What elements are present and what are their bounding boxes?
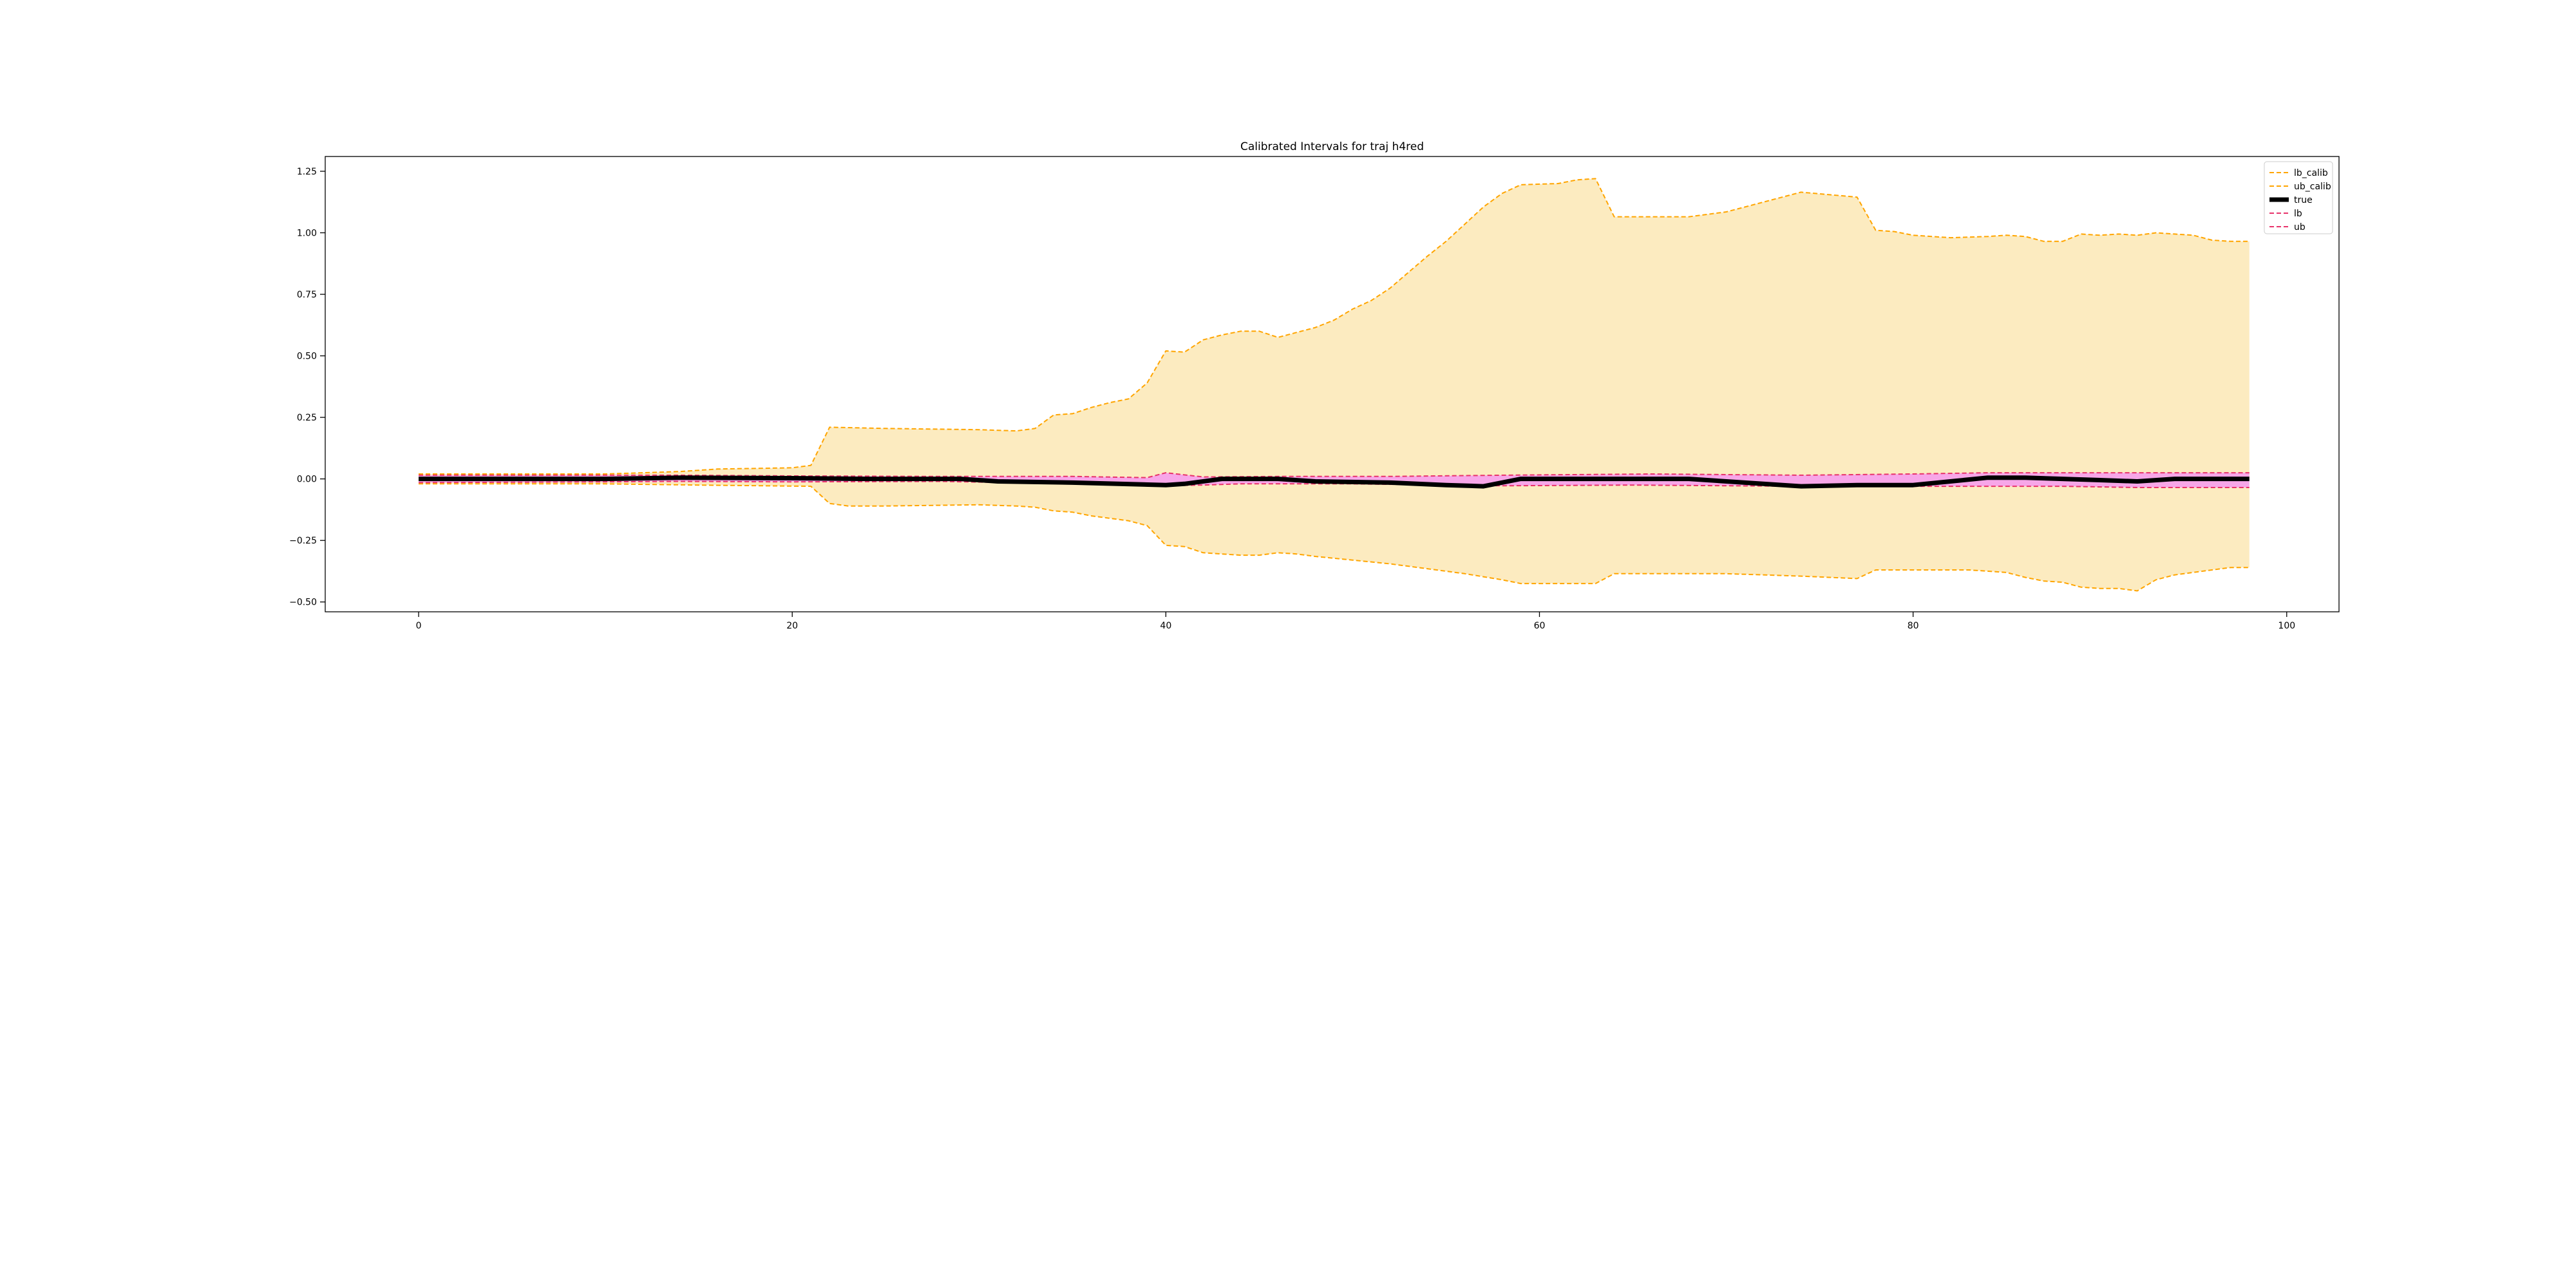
legend-label-ub-calib: ub_calib — [2294, 182, 2331, 192]
legend-label-lb-calib: lb_calib — [2294, 168, 2328, 178]
series-line-lb — [418, 480, 2249, 488]
y-tick-label: −0.25 — [289, 536, 317, 546]
legend-label-ub: ub — [2294, 222, 2306, 232]
y-tick-label: 1.25 — [297, 167, 317, 177]
series-lines — [418, 178, 2249, 592]
legend-label-lb: lb — [2294, 209, 2302, 219]
calibrated-interval-fill — [419, 178, 2249, 591]
y-tick-label: 1.00 — [297, 228, 317, 238]
chart-title: Calibrated Intervals for traj h4red — [1240, 140, 1424, 153]
y-axis: −0.50 −0.25 0.00 0.25 0.50 0.75 1.00 1.25 — [289, 167, 325, 608]
interval-fills — [419, 178, 2249, 591]
x-tick-label: 20 — [786, 621, 798, 631]
legend-label-true: true — [2294, 195, 2313, 205]
x-tick-label: 100 — [2278, 621, 2295, 631]
y-tick-label: 0.00 — [297, 475, 317, 485]
x-axis: 0 20 40 60 80 100 — [416, 612, 2295, 631]
x-tick-label: 60 — [1534, 621, 1546, 631]
x-tick-label: 0 — [416, 621, 422, 631]
series-line-ub-calib — [419, 178, 2249, 475]
y-tick-label: 0.75 — [297, 290, 317, 300]
series-line-true — [419, 475, 2249, 489]
x-tick-label: 40 — [1160, 621, 1171, 631]
legend-box — [2264, 161, 2333, 234]
y-tick-label: 0.50 — [297, 352, 317, 362]
plot-frame — [325, 156, 2340, 612]
series-line-lb-calib — [419, 483, 2249, 592]
x-tick-label: 80 — [1908, 621, 1919, 631]
y-tick-label: −0.50 — [289, 598, 317, 608]
y-tick-label: 0.25 — [297, 413, 317, 423]
